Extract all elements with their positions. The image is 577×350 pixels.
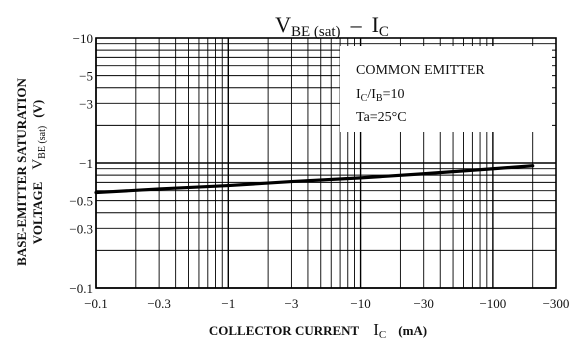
x-axis-label: COLLECTOR CURRENT IC (mA) (209, 320, 427, 341)
y-tick-label: −3 (79, 96, 93, 111)
plot-frame (95, 37, 557, 289)
x-tick-label: −300 (543, 296, 570, 311)
y-tick-label: −10 (73, 31, 93, 46)
y-axis-label-line-2: VOLTAGEVBE (sat)(V) (30, 100, 48, 245)
annotation-box (340, 46, 552, 132)
y-axis-label-line-1: BASE-EMITTER SATURATION (14, 78, 29, 266)
x-tick-label: −0.3 (147, 296, 171, 311)
annotation-line-3: Ta=25°C (356, 110, 407, 125)
annotation-line-2: IC/IB=10 (356, 87, 404, 104)
y-tick-label: −0.3 (69, 221, 93, 236)
y-axis-label: BASE-EMITTER SATURATION VOLTAGEVBE (sat)… (14, 78, 48, 266)
x-tick-label: −1 (221, 296, 235, 311)
x-tick-label: −10 (350, 296, 370, 311)
x-tick-label: −3 (284, 296, 298, 311)
y-tick-label: −0.5 (69, 194, 93, 209)
x-tick-label: −0.1 (84, 296, 108, 311)
series-line-vbe-sat (94, 164, 535, 195)
y-tick-label: −1 (79, 156, 93, 171)
x-tick-label: −100 (479, 296, 506, 311)
chart-title: VBE (sat) – IC (275, 12, 389, 40)
annotation-line-1: COMMON EMITTER (356, 63, 485, 78)
y-tick-labels: −10 −5 −3 −1 −0.5 −0.3 −0.1 (69, 31, 93, 296)
x-tick-label: −30 (414, 296, 434, 311)
y-tick-label: −0.1 (69, 281, 93, 296)
y-tick-label: −5 (79, 69, 93, 84)
x-tick-labels: −0.1 −0.3 −1 −3 −10 −30 −100 −300 (84, 296, 569, 311)
